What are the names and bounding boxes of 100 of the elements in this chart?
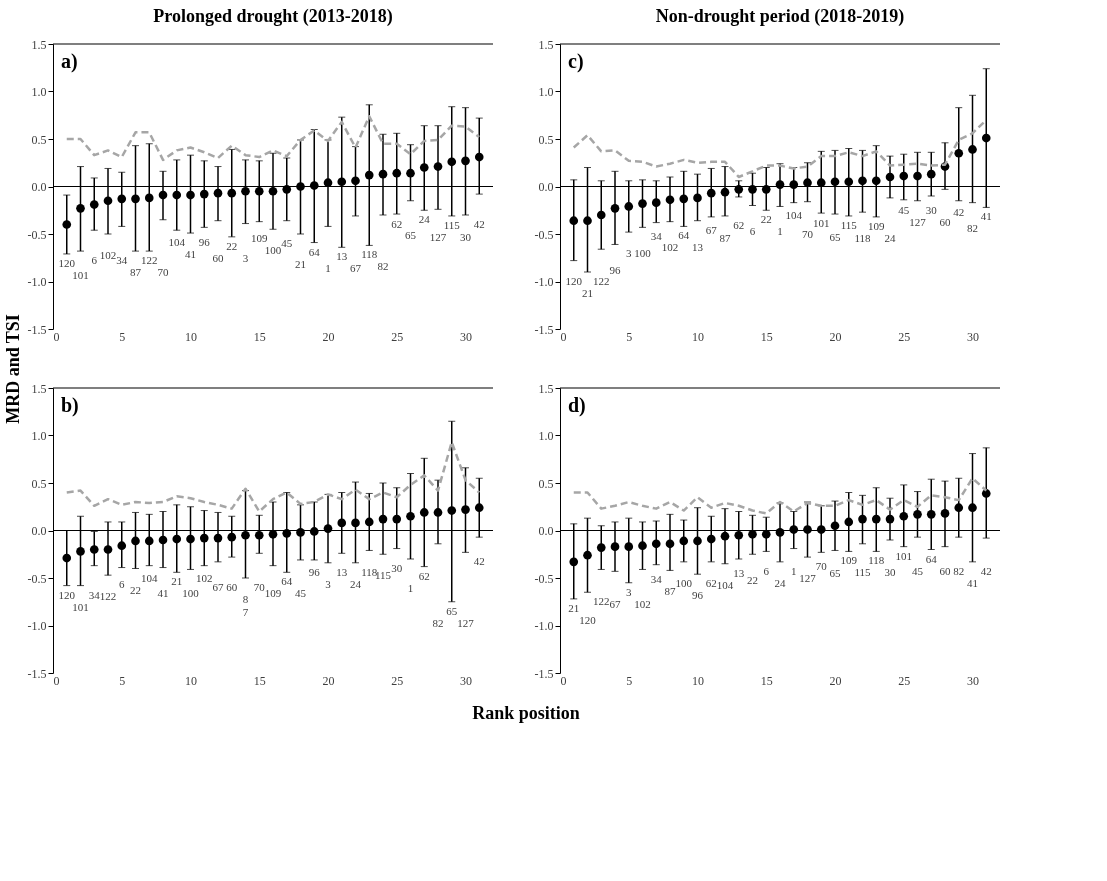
y-tick-label: 1.5 (31, 381, 47, 396)
annotation: 70 (253, 581, 266, 593)
annotation: 6 (749, 225, 756, 238)
annotation: 127 (799, 572, 817, 585)
annotation: 100 (675, 577, 693, 590)
chart-title: Prolonged drought (2013-2018) (153, 6, 393, 27)
annotation: 102 (196, 572, 213, 585)
annotation: 34 (650, 573, 663, 586)
x-tick-label: 0 (53, 329, 60, 344)
x-tick-label: 20 (829, 673, 842, 688)
annotation: 45 (898, 203, 910, 216)
annotation: 104 (716, 578, 734, 591)
x-tick-label: 30 (460, 673, 472, 688)
annotation: 13 (692, 241, 704, 254)
annotation: 60 (226, 581, 238, 593)
x-tick-label: 10 (185, 329, 197, 344)
annotation: 109 (251, 232, 268, 245)
annotation: 21 (171, 575, 183, 588)
annotation: 34 (88, 588, 101, 601)
annotation: 122 (593, 595, 610, 608)
y-tick-label: 0.5 (538, 132, 554, 147)
y-tick-label: -1.5 (27, 322, 47, 337)
annotation: 127 (457, 616, 475, 629)
annotation: 64 (308, 245, 321, 258)
annotation: 21 (582, 287, 593, 299)
x-tick-label: 20 (322, 329, 335, 344)
annotation: 109 (868, 219, 885, 232)
y-tick-label: 0.5 (31, 132, 47, 147)
y-tick-label: 0.0 (538, 180, 554, 194)
y-tick-label: 0.5 (538, 476, 554, 491)
y-tick-label: 0.0 (31, 524, 47, 538)
annotation: 65 (405, 229, 417, 242)
x-tick-label: 5 (119, 673, 126, 688)
annotation: 45 (912, 564, 924, 577)
annotation: 42 (473, 555, 485, 568)
annotation: 24 (884, 231, 896, 244)
annotation: 82 (377, 260, 389, 273)
annotation: 87 (664, 585, 676, 598)
annotation: 42 (980, 564, 992, 577)
annotation: 13 (336, 565, 348, 578)
annotation: 96 (198, 236, 211, 249)
y-tick-label: -1.5 (27, 666, 47, 681)
annotation: 60 (212, 251, 224, 264)
y-tick-label: -1.5 (534, 666, 554, 681)
x-tick-label: 5 (626, 673, 633, 688)
annotation: 1 (791, 564, 797, 577)
annotation: 22 (130, 583, 141, 596)
annotation: 3 (626, 585, 632, 598)
annotation: 30 (391, 562, 403, 574)
annotation: 100 (634, 247, 652, 260)
annotation: 64 (678, 229, 690, 242)
annotation: 120 (58, 256, 76, 269)
annotation: 1 (325, 262, 331, 275)
annotation: 67 (212, 580, 224, 593)
annotation: 42 (473, 218, 485, 230)
annotation: 120 (565, 275, 583, 287)
annotation: 21 (568, 601, 580, 614)
annotation: 8 7 (242, 593, 249, 618)
annotation: 30 (925, 203, 938, 216)
x-tick-label: 10 (185, 673, 197, 688)
x-tick-label: 25 (391, 329, 404, 344)
y-tick-label: -0.5 (27, 571, 47, 586)
x-tick-label: 0 (53, 673, 60, 688)
y-tick-label: -0.5 (534, 227, 554, 242)
annotation: 104 (141, 571, 158, 584)
annotation: 21 (295, 257, 306, 270)
annotation: 87 (719, 231, 731, 244)
annotation: 6 (91, 254, 98, 267)
annotation: 101 (895, 549, 912, 562)
y-tick-label: -1.0 (27, 619, 47, 633)
annotation: 45 (295, 587, 307, 600)
annotation: 104 (785, 209, 803, 222)
annotation: 6 (763, 564, 770, 577)
annotation: 42 (953, 205, 965, 218)
annotation: c) (568, 50, 584, 73)
annotation: 96 (609, 264, 621, 277)
annotation: 102 (661, 241, 679, 254)
annotation: 64 (281, 575, 293, 588)
annotation: 65 (446, 604, 458, 617)
x-tick-label: 15 (760, 673, 773, 688)
y-tick-label: -0.5 (534, 571, 554, 586)
chart-title: Non-drought period (2018-2019) (655, 6, 905, 27)
annotation: 60 (939, 215, 951, 228)
y-tick-label: 0.0 (538, 524, 554, 538)
y-tick-label: -1.0 (534, 619, 554, 633)
annotation: 120 (579, 613, 597, 626)
annotation: 115 (443, 218, 461, 231)
x-tick-label: 0 (560, 673, 567, 688)
x-tick-label: 10 (692, 673, 704, 688)
x-tick-label: 25 (391, 673, 404, 688)
annotation: 115 (840, 218, 858, 231)
annotation: 109 (840, 554, 858, 567)
y-tick-label: 1.5 (31, 37, 47, 52)
annotation: 30 (460, 230, 472, 243)
annotation: 65 (829, 567, 841, 580)
x-tick-label: 25 (898, 329, 911, 344)
annotation: 34 (116, 254, 128, 267)
y-tick-label: 0.0 (31, 180, 47, 194)
annotation: 101 (72, 268, 89, 281)
annotation: 118 (854, 231, 872, 244)
